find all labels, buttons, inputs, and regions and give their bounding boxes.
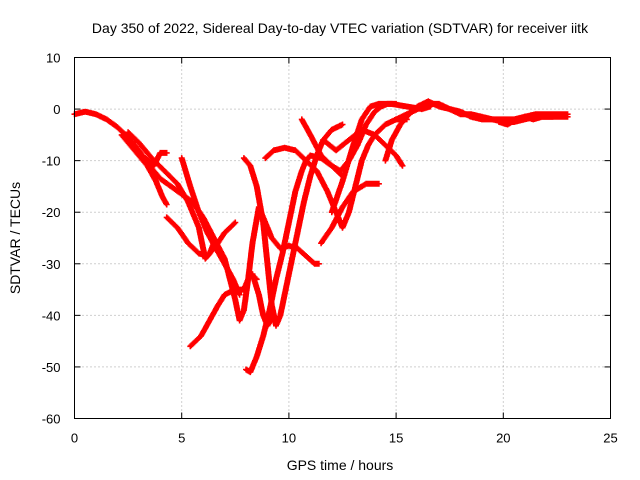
y-tick-label: -30 bbox=[42, 257, 61, 272]
series-arc-13 bbox=[318, 180, 382, 247]
data-points bbox=[249, 271, 277, 329]
data-points bbox=[496, 113, 556, 128]
data-points bbox=[142, 149, 170, 169]
y-tick-label: 0 bbox=[53, 102, 60, 117]
data-points bbox=[187, 271, 260, 350]
plot-frame bbox=[74, 57, 611, 419]
x-tick-label: 0 bbox=[71, 431, 78, 446]
data-points bbox=[118, 131, 170, 208]
series-arc-6 bbox=[178, 155, 243, 298]
data-points bbox=[318, 180, 382, 247]
series-arc-4 bbox=[142, 149, 170, 169]
x-axis-label: GPS time / hours bbox=[287, 457, 394, 473]
y-tick-label: -20 bbox=[42, 205, 61, 220]
y-tick-label: 10 bbox=[46, 51, 60, 66]
chart-title: Day 350 of 2022, Sidereal Day-to-day VTE… bbox=[92, 20, 589, 36]
y-tick-label: -50 bbox=[42, 360, 61, 375]
grid-layer bbox=[74, 57, 611, 419]
data-points bbox=[328, 100, 434, 216]
y-tick-label: -40 bbox=[42, 308, 61, 323]
data-points bbox=[178, 155, 243, 298]
series-arc-2 bbox=[118, 131, 170, 208]
x-tick-label: 20 bbox=[496, 431, 510, 446]
series-arc-7 bbox=[187, 271, 260, 350]
y-tick-label: -10 bbox=[42, 154, 61, 169]
y-axis-label: SDTVAR / TECUs bbox=[7, 182, 23, 294]
x-tick-label: 25 bbox=[603, 431, 617, 446]
tick-layer: 0 5 10 15 20 25 10 0 -10 -20 -30 -40 -50 -60 bbox=[42, 51, 618, 446]
x-tick-label: 5 bbox=[178, 431, 185, 446]
series-arc-18 bbox=[496, 113, 556, 128]
y-tick-label: -60 bbox=[42, 412, 61, 427]
x-tick-label: 10 bbox=[282, 431, 296, 446]
data-layer bbox=[71, 98, 571, 376]
series-arc-15 bbox=[328, 100, 434, 216]
series-arc-10 bbox=[249, 271, 277, 329]
x-tick-label: 15 bbox=[389, 431, 403, 446]
